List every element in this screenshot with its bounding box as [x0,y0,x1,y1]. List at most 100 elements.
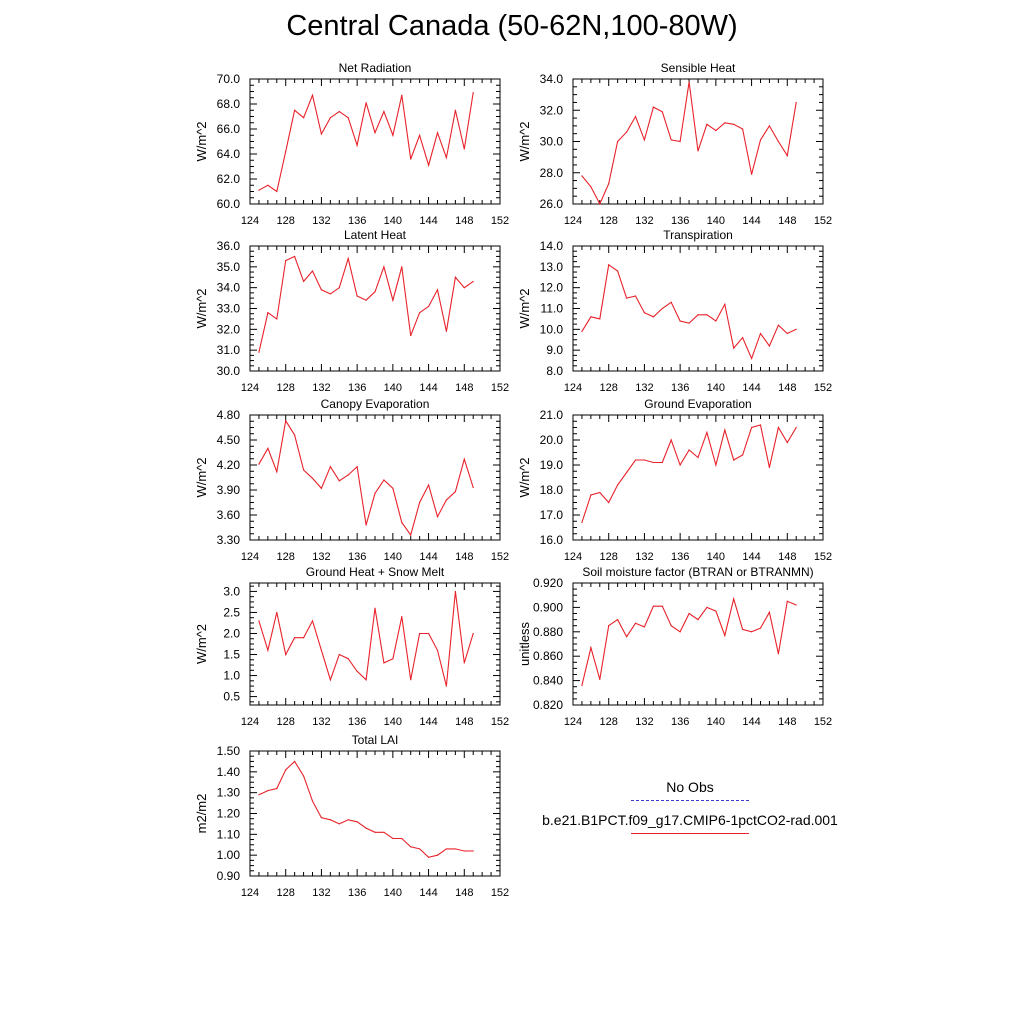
data-point [697,150,699,152]
page-title: Central Canada (50-62N,100-80W) [286,10,738,42]
y-tick-label: 66.0 [217,122,241,136]
data-point [410,158,412,160]
data-point [634,115,637,118]
data-point [652,605,654,607]
data-point [320,649,323,651]
data-point [472,280,474,283]
data-point [733,459,735,461]
data-point [445,685,448,687]
data-point [590,647,592,649]
x-tick-label: 148 [455,382,473,394]
data-point [329,466,331,468]
data-point [294,434,296,436]
data-point [454,491,456,493]
data-point [608,501,610,504]
y-tick-label: 70.0 [217,72,241,86]
data-point [285,259,287,262]
data-point [608,264,610,266]
data-point [445,848,448,850]
x-tick-label: 124 [564,551,582,563]
data-point [590,494,592,496]
data-point [276,190,278,193]
data-point [276,787,278,790]
data-point [454,109,456,111]
legend-obs-label: No Obs [666,779,714,795]
series-line [258,92,474,193]
x-tick-label: 152 [814,215,832,227]
data-point [795,604,797,606]
data-point [347,658,349,660]
data-point [383,831,385,833]
data-point [276,611,278,614]
y-tick-label: 21.0 [540,408,564,422]
x-tick-label: 140 [384,382,402,394]
data-point [759,627,762,629]
series-line [258,591,474,687]
data-point [294,109,296,111]
data-point [383,662,385,664]
data-point [697,456,699,459]
y-tick-label: 9.0 [546,343,563,357]
y-tick-label: 32.0 [540,103,564,117]
data-point [383,479,385,481]
series-line [258,760,474,858]
data-point [374,831,376,833]
data-point [285,150,287,153]
data-point [320,289,323,291]
y-tick-label: 0.5 [223,690,240,704]
data-point [706,431,708,434]
data-point [436,516,439,518]
series-line [258,419,474,537]
data-point [392,134,394,136]
data-point [652,106,654,108]
y-tick-label: 2.5 [223,605,240,619]
panel-title: Ground Evaporation [644,397,751,411]
plot-frame [249,414,501,541]
data-point [599,318,601,320]
data-point [410,679,412,681]
data-point [670,301,672,303]
data-point [302,775,305,777]
y-tick-label: 1.30 [217,786,241,800]
data-point [267,447,269,449]
data-point [688,612,690,615]
data-point [617,140,619,143]
chart-panel-7: Ground Heat + Snow Melt W/m^2 124 128 132 136… [194,565,509,728]
data-point [786,154,788,157]
data-point [374,492,376,494]
data-point [688,81,690,83]
y-axis-label: W/m^2 [517,457,532,497]
y-tick-label: 10.0 [540,322,564,336]
x-tick-label: 148 [778,382,796,394]
data-point [258,351,260,353]
x-tick-label: 136 [348,215,366,227]
plot-frame [249,750,501,877]
x-tick-label: 144 [419,551,437,563]
y-tick-label: 8.0 [546,364,563,378]
data-point [410,534,412,536]
data-point [742,628,744,630]
data-point [706,123,708,125]
data-point [401,837,403,840]
x-tick-label: 140 [384,716,402,728]
data-point [374,607,376,609]
y-tick-label: 1.0 [223,669,240,683]
data-point [410,846,412,848]
data-point [445,157,448,159]
series-line [258,255,474,353]
legend-model-label: b.e21.B1PCT.f09_g17.CMIP6-1pctCO2-rad.00… [542,812,838,828]
data-point [652,316,654,318]
x-tick-label: 132 [312,382,330,394]
data-point [643,626,646,628]
y-axis-label: unitless [517,621,532,666]
data-point [688,449,690,451]
data-point [750,357,753,360]
data-point [733,347,735,349]
data-point [599,491,601,494]
data-point [688,322,690,324]
data-point [724,429,726,431]
y-tick-label: 30.0 [540,135,564,149]
data-point [472,92,474,94]
data-point [320,133,323,135]
